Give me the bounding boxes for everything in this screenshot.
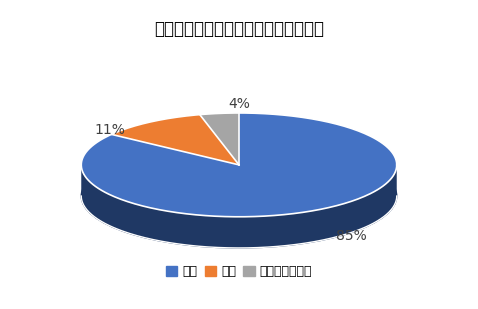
Polygon shape: [81, 113, 397, 217]
Text: 4%: 4%: [228, 97, 250, 111]
Polygon shape: [111, 115, 239, 165]
Text: アルファードの乗り心地の満足度調査: アルファードの乗り心地の満足度調査: [154, 19, 324, 37]
Polygon shape: [81, 165, 397, 248]
Ellipse shape: [81, 144, 397, 248]
Text: 85%: 85%: [336, 229, 367, 243]
Text: 11%: 11%: [95, 123, 125, 137]
Polygon shape: [200, 113, 239, 165]
Legend: 満足, 不満, どちらでもない: 満足, 不満, どちらでもない: [161, 260, 317, 283]
